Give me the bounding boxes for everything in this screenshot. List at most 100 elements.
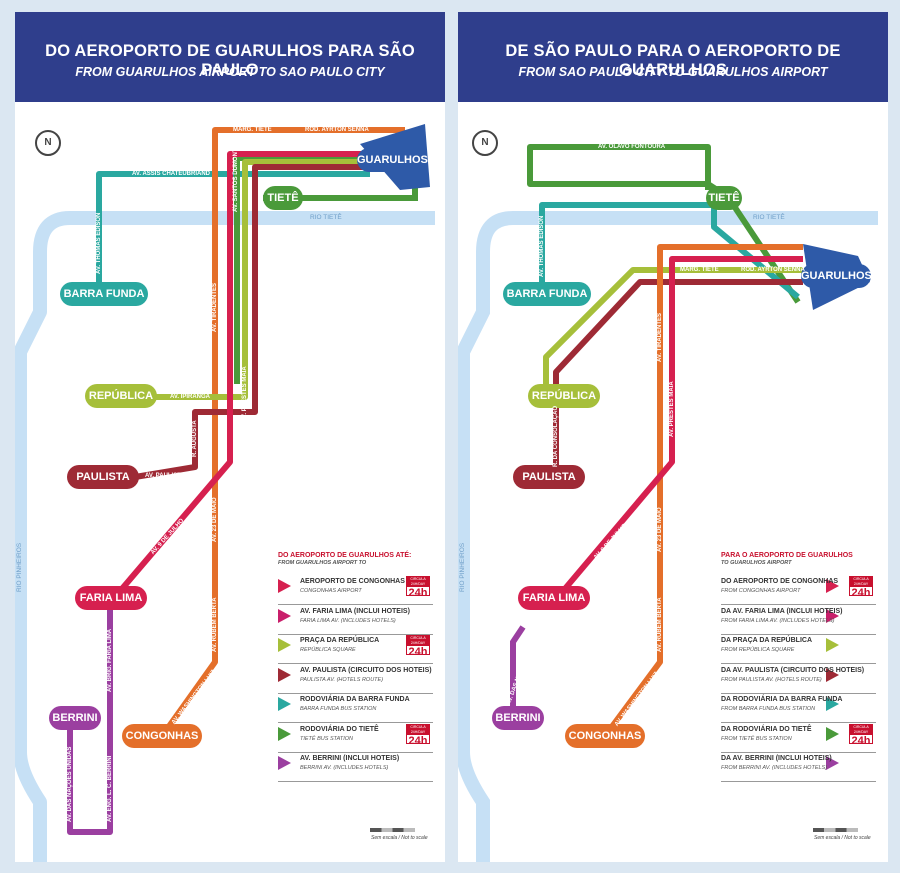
route-triangle-icon [826,608,839,623]
badge-small-text: CIRCULA 24H/DAY [407,724,429,735]
legend-subtitle: TO GUARULHOS AIRPORT [721,560,792,567]
legend-item[interactable]: RODOVIÁRIA DO TIETÊ TIETÊ BUS STATION CIRC… [278,723,433,753]
station-berrini[interactable]: BERRINI [49,706,101,730]
road-label: AV. BRIG. FARIA LIMA [107,628,113,692]
station-republica[interactable]: REPÚBLICA [528,384,600,408]
badge-big-text: 24h [851,734,871,747]
legend-item-name: DA PRAÇA DA REPÚBLICA [721,637,812,644]
road-label: AV. ENG. L. C. BERRINI [107,755,113,822]
badge-big-text: 24h [408,646,428,658]
legend-item-name: DA AV. FARIA LIMA (INCLUI HOTEIS) [721,607,843,615]
legend-item-sub: FROM BARRA FUNDA BUS STATION [721,706,816,712]
scale-label: Sem escala / Not to scale [814,835,871,841]
station-republica[interactable]: REPÚBLICA [85,384,157,408]
badge-24h: CIRCULA 24H/DAY 24h [849,576,873,599]
badge-big-text: 24h [408,734,428,747]
road-label: AV. RUBEM BERTA [657,597,663,652]
legend-item[interactable]: RODOVIÁRIA DA BARRA FUNDA BARRA FUNDA BUS… [278,693,433,723]
route-triangle-icon [278,608,291,623]
road-label: MARG. TIETÊ [233,127,272,133]
route-triangle-icon [826,756,839,770]
road-label: AV. DAS NAÇÕES UNIDAS [67,746,73,822]
legend-item-name: AEROPORTO DE CONGONHAS [300,578,405,585]
legend-title-text: PARA O AEROPORTO DE GUARULHOS [721,552,853,559]
station-tiete[interactable]: TIETÊ [263,186,303,210]
river-label: RIO PINHEIROS [16,542,23,592]
station-barra-funda[interactable]: BARRA FUNDA [503,282,591,306]
legend-item[interactable]: DA RODOVIÁRIA DA BARRA FUNDA FROM BARRA F… [721,693,876,723]
legend-item[interactable]: DA AV. BERRINI (INCLUI HOTEIS) FROM BERRI… [721,752,876,782]
road-label: AV. SANTOS DUMONT [233,148,239,212]
legend-item[interactable]: AV. PAULISTA (CIRCUITO DOS HOTEIS) PAULIS… [278,664,433,694]
river-label: RIO TIETÊ [310,214,342,221]
route-triangle-icon [278,579,291,593]
legend-item[interactable]: PRAÇA DA REPÚBLICA REPÚBLICA SQUARE CIRCUL… [278,634,433,664]
panel-title: DE SÃO PAULO PARA O AEROPORTO DE GUARULH… [505,42,841,79]
legend-item-sub: PAULISTA AV. (HOTELS ROUTE) [300,676,384,683]
badge-24h: CIRCULA 24H/DAY 24h [849,723,873,747]
road-label: AV. PAULISTA [145,473,185,479]
station-barra-funda[interactable]: BARRA FUNDA [60,282,148,306]
route-triangle-icon [826,697,839,711]
legend-item-name: AV. PAULISTA (CIRCUITO DOS HOTEIS) [300,666,432,674]
station-berrini[interactable]: BERRINI [492,706,544,730]
badge-24h: CIRCULA 24H/DAY 24h [406,723,430,747]
road-label: AV. TIRADENTES [212,282,218,332]
route-map-svg [15,124,435,862]
legend-item-name: DO AEROPORTO DE CONGONHAS [721,578,839,585]
route-triangle-icon [826,726,839,741]
legend-item-sub: CONGONHAS AIRPORT [300,588,362,594]
legend-item-name: RODOVIÁRIA DA BARRA FUNDA [300,696,410,703]
station-faria-lima[interactable]: FARIA LIMA [75,586,147,610]
road-label: ROD. AYRTON SENNA [741,267,805,273]
panel-title: DO AEROPORTO DE GUARULHOS PARA SÃO PAULO [45,42,415,79]
station-congonhas[interactable]: CONGONHAS [122,724,202,748]
badge-small-text: CIRCULA 24H/DAY [850,724,872,735]
route-triangle-icon [278,756,291,770]
river-path [458,211,878,862]
legend-item[interactable]: DO AEROPORTO DE CONGONHAS FROM CONGONHAS … [721,575,876,605]
legend-item[interactable]: AV. BERRINI (INCLUI HOTEIS) BERRINI AV. (… [278,752,433,782]
river-path [15,211,435,862]
legend-item[interactable]: DA RODOVIÁRIA DO TIETÊ FROM TIETÊ BUS STA… [721,723,876,753]
badge-24h: CIRCULA 24H/DAY 24h [406,635,430,658]
road-label: AV. ASSIS CHATEUBRIAND [590,193,669,199]
legend-title: DO AEROPORTO DE GUARULHOS ATÉ: FROM GUAR… [278,552,411,567]
legend-item[interactable]: DA AV. FARIA LIMA (INCLUI HOTEIS) FROM FA… [721,605,876,635]
legend-item-name: AV. BERRINI (INCLUI HOTEIS) [300,755,400,762]
road-label: AV. 23 DE MAIO [657,507,663,552]
road-label: MARG. TIETÊ [680,267,719,273]
station-faria-lima[interactable]: FARIA LIMA [518,586,590,610]
legend-item[interactable]: DA PRAÇA DA REPÚBLICA FROM REPÚBLICA SQUA… [721,634,876,664]
legend-item-sub: FROM BERRINI AV. (INCLUDES HOTELS) [721,765,828,771]
road-label: AV. THOMAS EDISON [539,215,545,277]
road-label: AV. ASSIS CHATEUBRIAND [132,171,211,177]
road-label: AV. PRESTES MAIA [669,381,675,437]
road-label: AV. PRESTES MAIA [242,366,248,422]
legend-item-name: DA RODOVIÁRIA DA BARRA FUNDA [721,696,843,703]
station-guarulhos[interactable]: GUARULHOS [801,264,872,288]
panel-header: DO AEROPORTO DE GUARULHOS PARA SÃO PAULO… [15,12,445,102]
station-paulista[interactable]: PAULISTA [67,465,139,489]
map-panel-to-city: DO AEROPORTO DE GUARULHOS PARA SÃO PAULO… [15,12,445,862]
legend-item-sub: BERRINI AV. (INCLUDES HOTELS) [300,765,389,771]
route-triangle-icon [826,579,839,593]
legend-title-text: DO AEROPORTO DE GUARULHOS ATÉ: [278,552,412,559]
legend-item[interactable]: AEROPORTO DE CONGONHAS CONGONHAS AIRPORT C… [278,575,433,605]
legend-item-sub: FROM PAULISTA AV. (HOTELS ROUTE) [721,676,822,683]
legend-item[interactable]: DA AV. PAULISTA (CIRCUITO DOS HOTEIS) FRO… [721,664,876,694]
legend-item[interactable]: AV. FARIA LIMA (INCLUI HOTEIS) FARIA LIMA… [278,605,433,635]
road-label: R. AUGUSTA [192,420,198,457]
station-guarulhos[interactable]: GUARULHOS [357,148,428,172]
map-panel-to-airport: DE SÃO PAULO PARA O AEROPORTO DE GUARULH… [458,12,888,862]
road-label: AV. TIRADENTES [657,312,663,362]
station-tiete[interactable]: TIETÊ [706,186,742,210]
route-triangle-icon [278,638,291,652]
legend-title: PARA O AEROPORTO DE GUARULHOS TO GUARULH… [721,552,853,567]
badge-small-text: CIRCULA 24H/DAY [407,636,429,646]
station-paulista[interactable]: PAULISTA [513,465,585,489]
river-label: RIO TIETÊ [753,214,785,221]
route-triangle-icon [278,726,291,741]
legend-subtitle: FROM GUARULHOS AIRPORT TO [278,560,367,567]
station-congonhas[interactable]: CONGONHAS [565,724,645,748]
